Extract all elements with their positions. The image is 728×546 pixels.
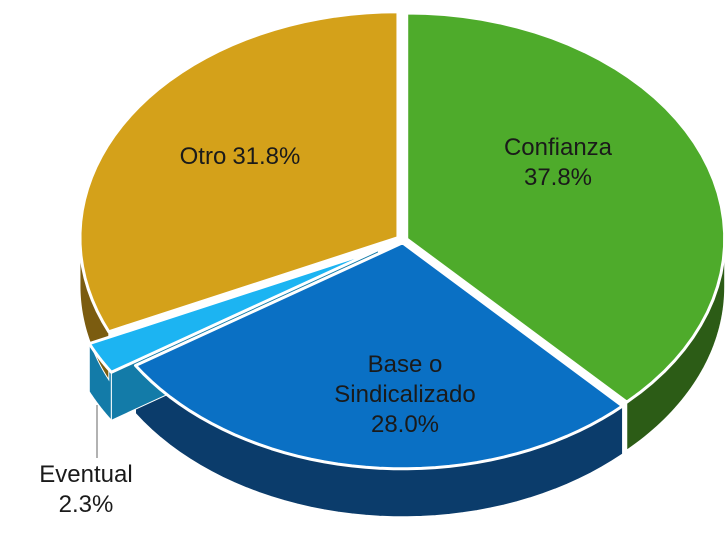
slice bbox=[405, 11, 727, 404]
slice-label: Confianza 37.8% bbox=[473, 133, 643, 193]
category-name: Otro bbox=[179, 143, 227, 170]
value-label: 28.0% bbox=[370, 411, 440, 438]
category-name: Confianza bbox=[503, 134, 613, 161]
slice-label: Eventual 2.3% bbox=[16, 460, 156, 520]
value-label: 37.8% bbox=[523, 164, 593, 191]
category-name: Base o Sindicalizado bbox=[334, 351, 476, 408]
category-name: Eventual bbox=[39, 461, 133, 488]
slice-label: Base o Sindicalizado 28.0% bbox=[305, 350, 505, 440]
slice bbox=[78, 10, 400, 334]
value-label: 31.8% bbox=[232, 143, 301, 170]
slice bbox=[133, 241, 625, 471]
value-label: 2.3% bbox=[58, 491, 114, 518]
slice bbox=[87, 248, 380, 374]
slice-label: Otro 31.8% bbox=[130, 142, 350, 172]
